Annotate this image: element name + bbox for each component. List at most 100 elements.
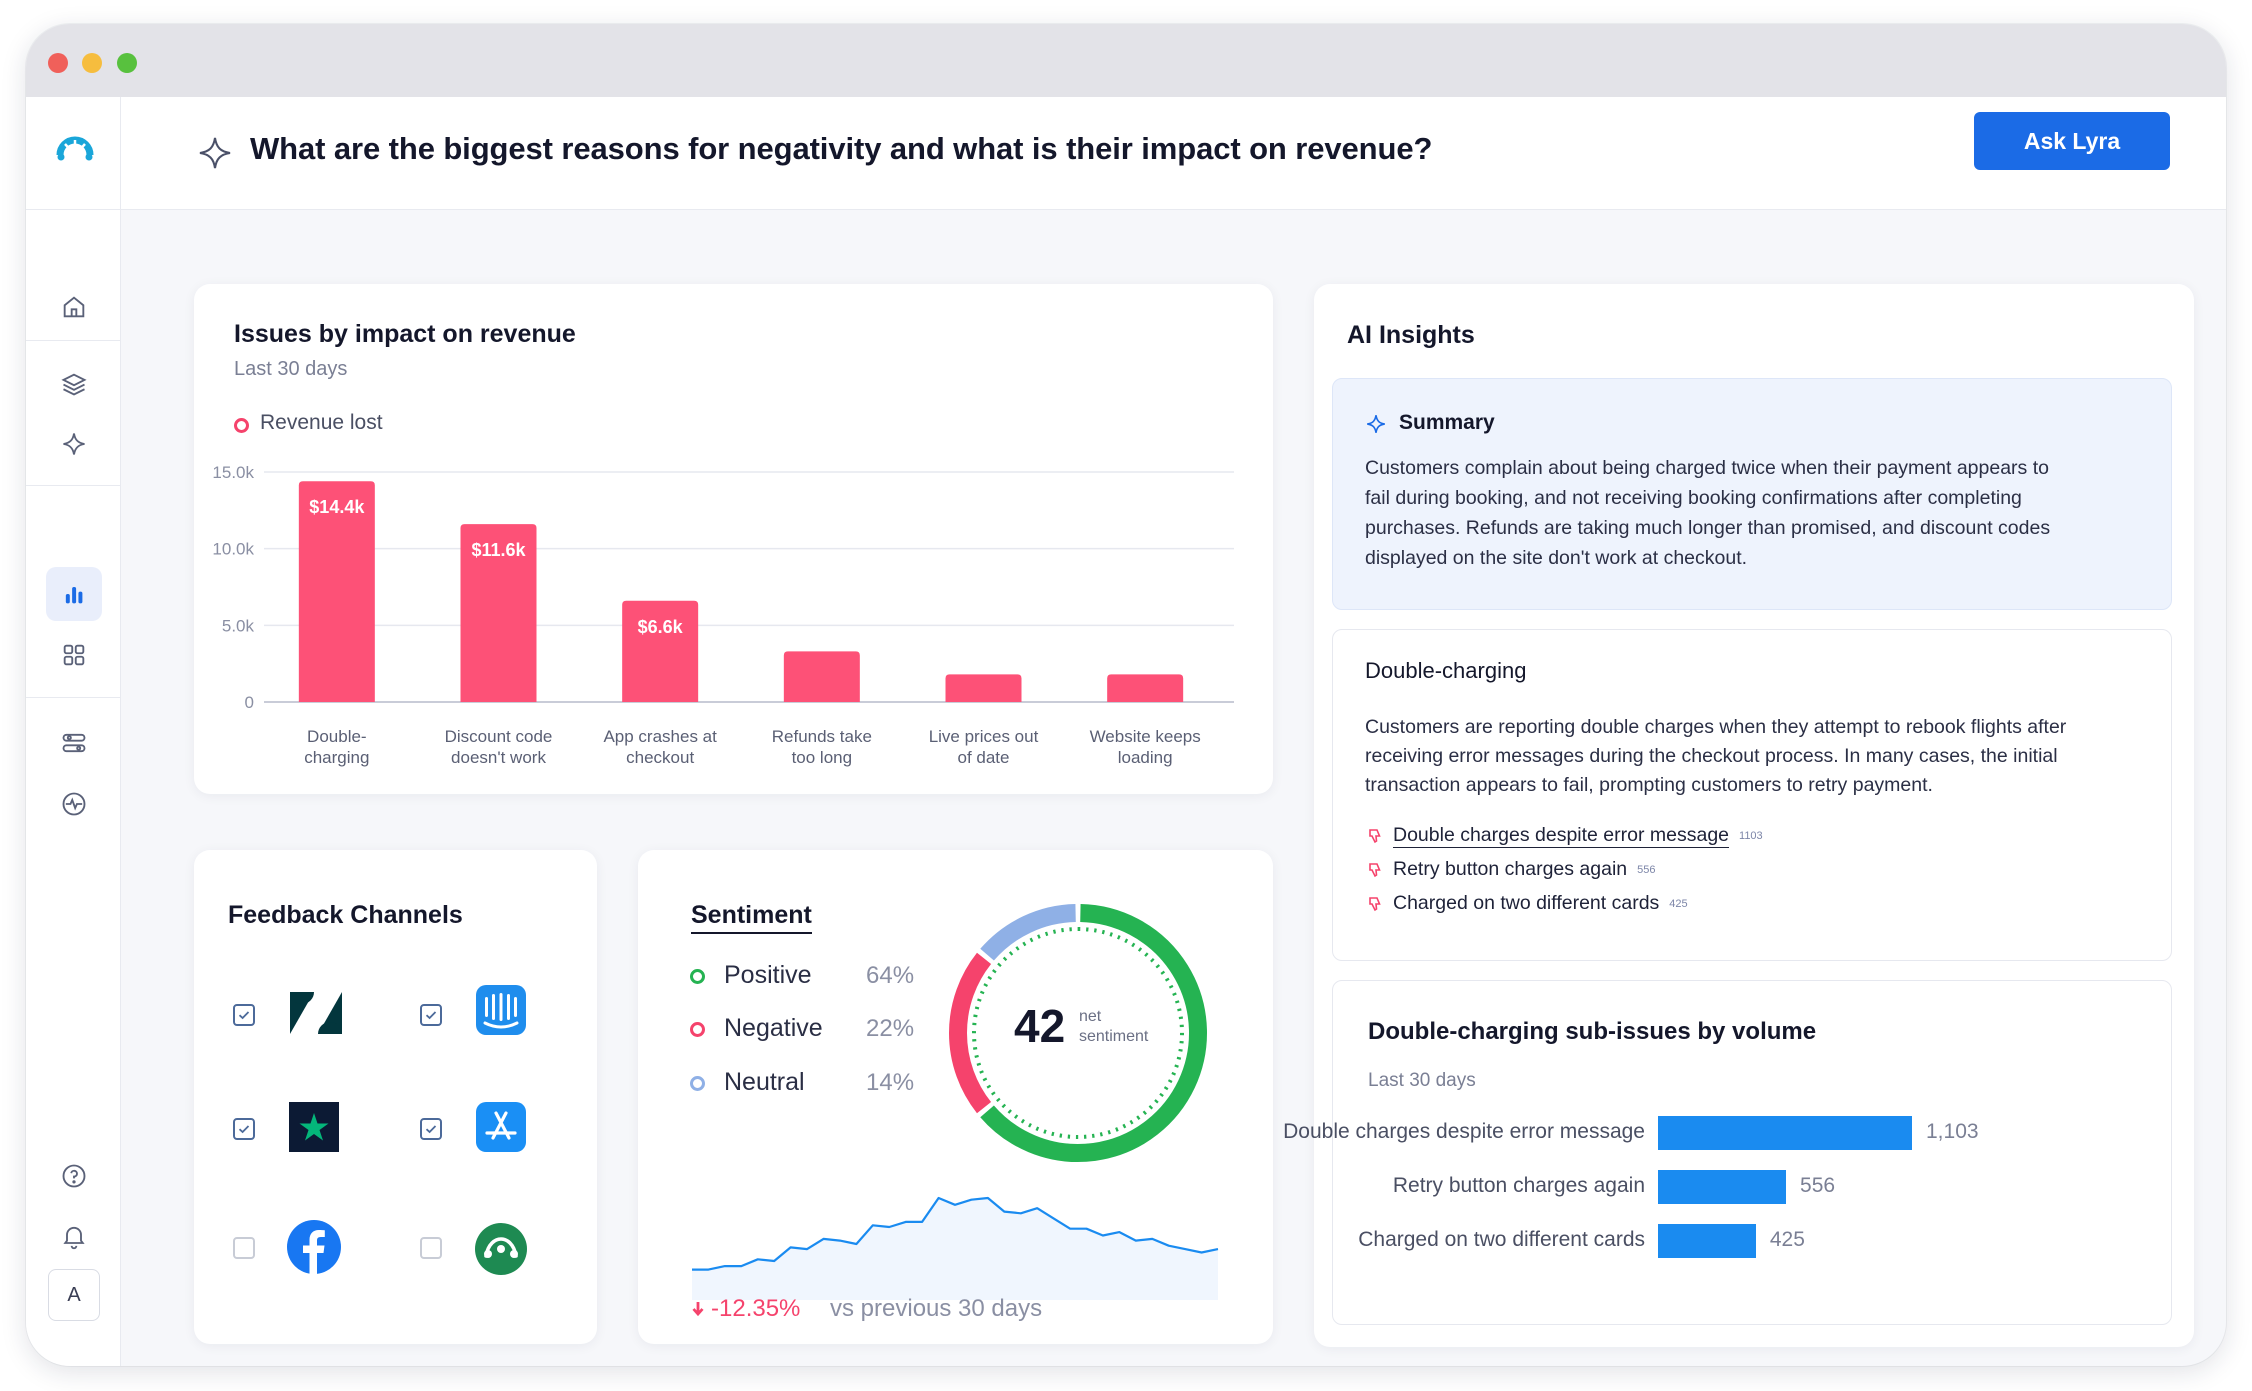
y-tick-label: 5.0k [222,616,255,635]
revenue-bar [460,524,537,702]
volume-bar [1658,1116,1912,1150]
sidebar-divider [26,485,120,486]
sub-issue-item[interactable]: Charged on two different cards 425 [1367,892,1688,915]
maximize-window-button[interactable] [117,53,137,73]
revenue-bar [783,651,860,702]
help-icon[interactable] [55,1157,93,1195]
question-text[interactable]: What are the biggest reasons for negativ… [250,131,1433,166]
user-avatar[interactable]: A [48,1269,100,1321]
summary-line: fail during booking, and not receiving b… [1365,487,2022,509]
net-sentiment-label: net sentiment [1079,1007,1148,1047]
pulse-icon[interactable] [55,785,93,823]
revenue-bar [298,481,375,702]
trustpilot-logo-icon [286,1099,342,1155]
intercom-logo-icon [473,982,529,1038]
intercom-checkbox[interactable] [420,1004,442,1026]
ask-lyra-button[interactable]: Ask Lyra [1974,112,2170,170]
card-title: Issues by impact on revenue [234,320,576,348]
x-tick-label: of date [958,748,1010,767]
x-tick-label: doesn't work [451,748,546,767]
x-tick-label: Website keeps [1090,727,1201,746]
negative-marker [690,1022,705,1037]
minimize-window-button[interactable] [82,53,102,73]
trustpilot-checkbox[interactable] [233,1118,255,1140]
sentiment-donut-chart [949,904,1207,1162]
volume-bar-label: Double charges despite error message [1283,1120,1645,1143]
y-tick-label: 15.0k [212,463,254,482]
net-label-line: net [1079,1008,1102,1025]
neutral-value: 14% [866,1069,915,1096]
volume-bar-value: 1,103 [1926,1120,1979,1143]
negative-value: 22% [866,1015,915,1042]
volume-bar-value: 556 [1800,1174,1836,1197]
summary-line: displayed on the site don't work at chec… [1365,547,1748,569]
volume-bar-value: 425 [1769,1228,1805,1251]
sub-issue-label[interactable]: Charged on two different cards [1393,892,1660,914]
layers-icon[interactable] [55,365,93,403]
positive-label: Positive [724,961,812,989]
x-tick-label: too long [792,748,853,767]
x-tick-label: Refunds take [772,727,872,746]
positive-marker [690,969,705,984]
app-window: A What are the biggest reasons for negat… [26,24,2226,1366]
sub-issue-label[interactable]: Retry button charges again [1393,858,1628,880]
summary-panel: Summary Customers complain about being c… [1332,378,2172,610]
donut-segment [949,952,992,1114]
volume-bar [1658,1170,1787,1204]
x-tick-label: Live prices out [929,727,1039,746]
facebook-checkbox[interactable] [233,1237,255,1259]
app-store-checkbox[interactable] [420,1118,442,1140]
issue-text: Customers are reporting double charges w… [1365,713,2066,800]
sub-issue-label[interactable]: Double charges despite error message [1393,824,1730,848]
close-window-button[interactable] [48,53,68,73]
sidebar-divider [26,209,120,210]
thumbs-down-icon [1369,829,1381,844]
revenue-bar [622,600,699,702]
query-bar: What are the biggest reasons for negativ… [121,97,2226,210]
donut-segment [980,904,1076,961]
net-sentiment-value: 42 [1014,1000,1066,1052]
main-content: What are the biggest reasons for negativ… [121,97,2226,1366]
sidebar: A [26,97,121,1366]
filters-icon[interactable] [55,724,93,762]
sub-issue-count: 1103 [1739,830,1763,842]
card-title: AI Insights [1347,321,1475,349]
sentiment-change-caption: vs previous 30 days [830,1295,1043,1322]
negative-label: Negative [724,1014,823,1042]
x-tick-label: checkout [626,748,694,767]
sparkle-icon [199,137,231,169]
sub-issue-item[interactable]: Retry button charges again 556 [1367,858,1656,881]
volume-subtitle: Last 30 days [1368,1070,1476,1091]
sparkle-icon[interactable] [55,425,93,463]
bar-value-label: $6.6k [638,617,684,637]
donut-inner-ring [974,929,1182,1137]
thumbs-down-icon [1369,896,1381,911]
issue-line: receiving error messages during the chec… [1365,745,2058,767]
zendesk-checkbox[interactable] [233,1004,255,1026]
volume-bar-label: Charged on two different cards [1358,1228,1645,1251]
summary-text: Customers complain about being charged t… [1365,453,2050,573]
summary-title: Summary [1399,411,1495,434]
sub-issue-item[interactable]: Double charges despite error message 110… [1367,824,1763,848]
double-charging-panel: Double-charging Customers are reporting … [1332,629,2172,961]
legend-label: Revenue lost [260,411,383,434]
positive-value: 64% [866,962,915,989]
analytics-icon[interactable] [46,567,102,621]
app-logo-icon[interactable] [56,133,94,163]
x-tick-label: loading [1118,748,1173,767]
surveymonkey-logo-icon [473,1221,529,1277]
notifications-bell-icon[interactable] [55,1217,93,1255]
grid-icon[interactable] [55,636,93,674]
issue-line: Customers are reporting double charges w… [1365,716,2067,738]
zendesk-logo-icon [288,985,344,1041]
volume-title: Double-charging sub-issues by volume [1368,1018,1817,1045]
sentiment-card: Sentiment Positive 64% Negative 22% Neut… [638,850,1273,1344]
donut-segment [980,904,1207,1162]
x-tick-label: Double- [307,727,367,746]
bar-value-label: $11.6k [471,540,526,560]
y-tick-label: 0 [245,693,254,712]
issues-revenue-card: Issues by impact on revenue Last 30 days… [194,284,1273,794]
home-icon[interactable] [55,288,93,326]
arrow-down-icon [692,1302,704,1317]
surveymonkey-checkbox[interactable] [420,1237,442,1259]
